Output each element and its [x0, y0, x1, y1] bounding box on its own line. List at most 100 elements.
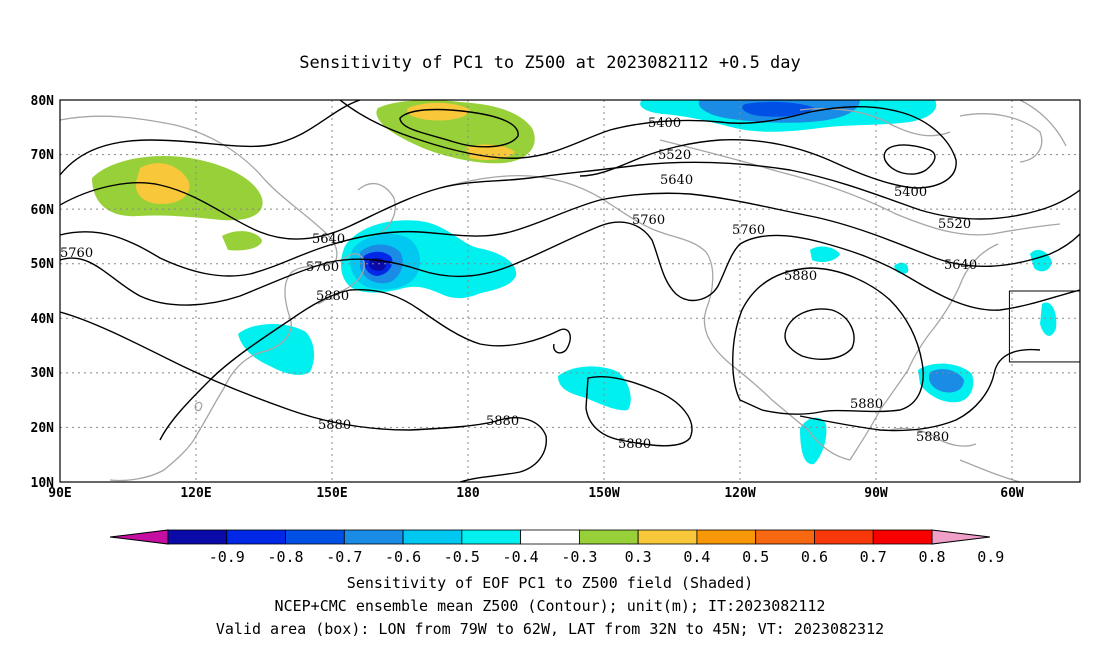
contour-line [60, 311, 547, 482]
lat-tick-label: 80N [31, 94, 55, 109]
contour-line [339, 100, 957, 189]
lon-tick-label: 90E [48, 486, 71, 501]
longitude-axis: 90E 120E 150E 180 150W 120W 90W 60W [48, 486, 1024, 501]
contour-label: 5880 [316, 289, 349, 304]
contour-label: 5640 [312, 232, 345, 247]
contour-label: 5760 [306, 260, 339, 275]
lat-tick-label: 50N [31, 257, 55, 272]
contour-label: 5880 [618, 437, 651, 452]
lon-tick-label: 150W [588, 486, 619, 501]
graticule [60, 100, 1080, 482]
lon-tick-label: 180 [456, 486, 480, 501]
canada-coastline [659, 139, 1061, 236]
contour-label: 5640 [944, 258, 977, 273]
contour-label: 5880 [318, 418, 351, 433]
z500-contours [60, 100, 1080, 482]
caribbean-coastline [889, 427, 977, 447]
lat-tick-label: 70N [31, 148, 55, 163]
colorbar-tick-label: 0.9 [977, 548, 1004, 566]
contour-label: 5520 [938, 217, 971, 232]
lat-tick-label: 10N [31, 476, 55, 491]
greenland-coastline [1019, 100, 1067, 147]
contour-line [60, 161, 1080, 240]
colorbar-cell [520, 529, 580, 545]
contour-line [60, 192, 1080, 277]
lon-tick-label: 120W [724, 486, 755, 501]
colorbar-cell [343, 529, 404, 545]
colorbar-extend-high [931, 529, 991, 545]
colorbar-tick-label: 0.4 [683, 548, 710, 566]
contour-label: 5400 [894, 185, 927, 200]
colorbar-cell [402, 529, 463, 545]
contour-line [60, 100, 361, 176]
caption-line-3: Valid area (box): LON from 79W to 62W, L… [216, 620, 884, 638]
positive-sensitivity-core [466, 144, 515, 160]
positive-sensitivity-core [407, 102, 470, 121]
negative-sensitivity-area [810, 246, 840, 262]
lon-tick-label: 150E [316, 486, 347, 501]
negative-sensitivity-core [742, 101, 815, 117]
colorbar-cell [755, 529, 815, 545]
lat-tick-label: 40N [31, 312, 55, 327]
gulf-coastline [849, 243, 999, 461]
map-frame [59, 99, 1081, 483]
colorbar-extend-low [109, 529, 169, 545]
colorbar-tick-label: -0.9 [209, 548, 245, 566]
colorbar-tick-label: -0.8 [267, 548, 303, 566]
lon-tick-label: 120E [180, 486, 211, 501]
colorbar: -0.9 -0.8 -0.7 -0.6 -0.5 -0.4 -0.3 0.3 0.4 0.5 0.6… [109, 529, 1004, 566]
lon-tick-label: 90W [864, 486, 888, 501]
colorbar-cell [226, 529, 286, 545]
colorbar-cell [578, 529, 639, 545]
contour-label: 5400 [648, 116, 681, 131]
colorbar-cell [461, 529, 522, 545]
contour-line [732, 267, 924, 415]
lat-tick-label: 20N [31, 421, 55, 436]
arctic-islands-coastline [959, 113, 1043, 163]
colorbar-cell [167, 529, 228, 545]
contour-label: 5760 [60, 246, 93, 261]
contour-label: 5760 [732, 223, 765, 238]
colorbar-cell [637, 529, 698, 545]
shaded-sensitivity [92, 100, 1057, 465]
colorbar-tick-label: -0.3 [561, 548, 597, 566]
north-america-coastline [703, 251, 851, 461]
contour-line [159, 288, 571, 441]
coastlines [60, 100, 1067, 482]
caption-line-1: Sensitivity of EOF PC1 to Z500 field (Sh… [347, 574, 753, 592]
colorbar-tick-label: -0.7 [326, 548, 362, 566]
contour-line [585, 376, 693, 447]
contour-label: 5760 [632, 213, 665, 228]
negative-sensitivity-area [238, 323, 315, 375]
contour-labels: 5400 5520 5640 5760 5400 5520 5640 5760 … [60, 116, 977, 452]
island-coastline [194, 401, 203, 412]
colorbar-cell [696, 529, 757, 545]
colorbar-cell [872, 529, 933, 545]
negative-sensitivity-area [1040, 302, 1057, 336]
positive-sensitivity-core [135, 163, 190, 204]
colorbar-cell [814, 529, 874, 545]
negative-sensitivity-area [800, 417, 827, 465]
colorbar-cell [285, 529, 345, 545]
contour-line [883, 144, 936, 175]
negative-sensitivity-area [1030, 249, 1052, 272]
negative-sensitivity-core [928, 369, 964, 393]
colorbar-tick-label: -0.5 [444, 548, 480, 566]
contour-line [784, 308, 855, 360]
contour-line [799, 348, 1041, 432]
colorbar-tick-label: 0.6 [801, 548, 828, 566]
colorbar-tick-label: 0.8 [918, 548, 945, 566]
lat-tick-label: 60N [31, 203, 55, 218]
contour-label: 5880 [916, 430, 949, 445]
positive-sensitivity-area [222, 231, 262, 251]
contour-line [60, 221, 1080, 311]
colorbar-tick-label: -0.6 [385, 548, 421, 566]
kamchatka-coastline [357, 182, 396, 233]
colorbar-tick-label: 0.5 [742, 548, 769, 566]
latitude-axis: 80N 70N 60N 50N 40N 30N 20N 10N [31, 94, 55, 491]
contour-label: 5880 [784, 269, 817, 284]
contour-label: 5880 [486, 414, 519, 429]
colorbar-tick-label: 0.7 [860, 548, 887, 566]
colorbar-tick-label: -0.4 [503, 548, 539, 566]
